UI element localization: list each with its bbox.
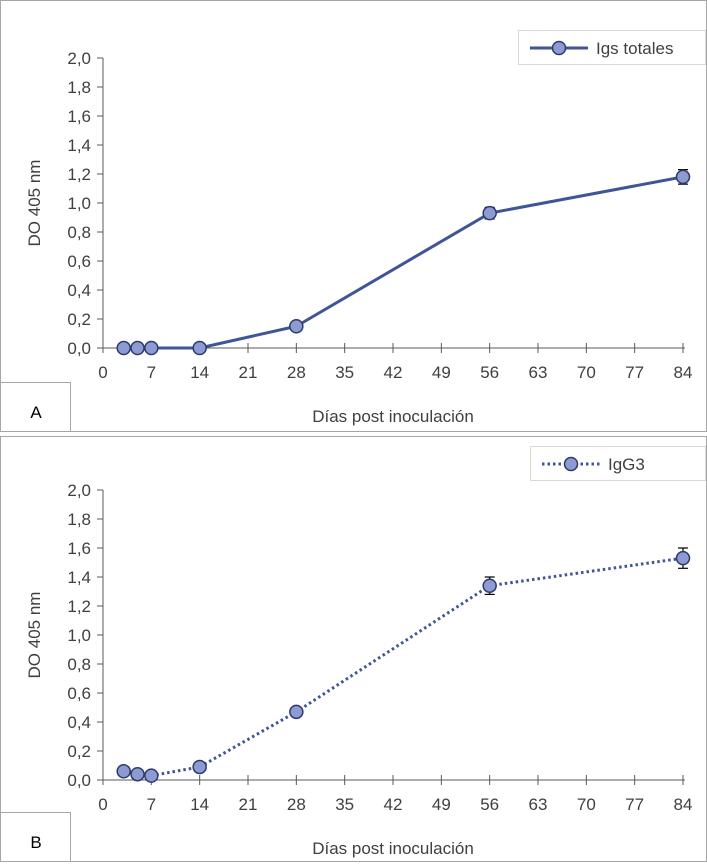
legend-label: Igs totales bbox=[596, 39, 674, 58]
panel-label: A bbox=[30, 403, 42, 422]
y-tick-label: 1,0 bbox=[67, 194, 91, 213]
panel-label: B bbox=[30, 833, 41, 852]
y-tick-label: 0,2 bbox=[67, 742, 91, 761]
data-point bbox=[289, 704, 304, 720]
chart-panel-b: 0,0 0,2 0,4 0,6 0,8 1,0 1,2 1,4 1,6 1,8 2,0 0 7 14 21 2… bbox=[0, 436, 707, 862]
x-tick-label: 0 bbox=[98, 795, 107, 814]
x-tick-label: 28 bbox=[287, 363, 306, 382]
x-tick-label: 42 bbox=[384, 795, 403, 814]
x-axis-title: Días post inoculación bbox=[312, 407, 474, 426]
data-point bbox=[675, 550, 691, 566]
y-tick-label: 0,6 bbox=[67, 684, 91, 703]
x-tick-label: 49 bbox=[432, 363, 451, 382]
x-tick-label: 77 bbox=[625, 795, 644, 814]
legend-marker-swatch bbox=[551, 40, 567, 56]
data-point bbox=[289, 319, 304, 334]
panel-label-box bbox=[0, 382, 71, 432]
y-tick-label: 1,6 bbox=[67, 107, 91, 126]
x-tick-label: 14 bbox=[190, 363, 209, 382]
y-tick-label: 1,2 bbox=[67, 597, 91, 616]
y-axis-title: DO 405 nm bbox=[25, 592, 44, 679]
x-tick-label: 7 bbox=[147, 795, 156, 814]
data-point bbox=[192, 340, 207, 356]
x-tick-label: 14 bbox=[190, 795, 209, 814]
x-tick-label: 21 bbox=[239, 363, 258, 382]
series-line-0 bbox=[123, 175, 684, 350]
y-tick-label: 1,0 bbox=[67, 626, 91, 645]
y-tick-label: 2,0 bbox=[67, 481, 91, 500]
x-tick-label: 84 bbox=[674, 363, 693, 382]
x-tick-label: 28 bbox=[287, 795, 306, 814]
x-tick-label: 70 bbox=[577, 795, 596, 814]
x-axis-title: Días post inoculación bbox=[312, 839, 474, 858]
y-axis-title: DO 405 nm bbox=[25, 160, 44, 247]
x-tick-label: 63 bbox=[529, 795, 548, 814]
data-point bbox=[482, 578, 497, 593]
x-tick-label: 42 bbox=[384, 363, 403, 382]
y-tick-label: 0,2 bbox=[67, 310, 91, 329]
x-tick-label: 49 bbox=[432, 795, 451, 814]
y-tick-label: 2,0 bbox=[67, 49, 91, 68]
x-tick-label: 35 bbox=[335, 795, 354, 814]
x-tick-label: 7 bbox=[147, 363, 156, 382]
x-tick-label: 56 bbox=[480, 795, 499, 814]
y-tick-label: 1,4 bbox=[67, 136, 91, 155]
x-tick-label: 84 bbox=[674, 795, 693, 814]
series-line-0 bbox=[123, 556, 684, 778]
y-tick-label: 1,2 bbox=[67, 165, 91, 184]
legend-marker-swatch bbox=[563, 456, 579, 472]
y-tick-label: 0,8 bbox=[67, 223, 91, 242]
x-tick-label: 0 bbox=[98, 363, 107, 382]
data-point bbox=[130, 340, 145, 356]
y-tick-label: 1,8 bbox=[67, 78, 91, 97]
y-tick-label: 0,0 bbox=[67, 771, 91, 790]
data-point bbox=[144, 768, 159, 783]
data-point bbox=[192, 759, 207, 775]
x-tick-label: 63 bbox=[529, 363, 548, 382]
y-tick-label: 1,8 bbox=[67, 510, 91, 529]
chart-a-svg: 0,0 0,2 0,4 0,6 0,8 1,0 1,2 1,4 1,6 1,8 2,0 0 7 14 21 2… bbox=[0, 0, 707, 432]
y-tick-label: 0,4 bbox=[67, 281, 91, 300]
chart-b-svg: 0,0 0,2 0,4 0,6 0,8 1,0 1,2 1,4 1,6 1,8 2,0 0 7 14 21 2… bbox=[0, 436, 707, 862]
data-point bbox=[130, 766, 145, 782]
x-tick-label: 77 bbox=[625, 363, 644, 382]
data-point bbox=[675, 169, 691, 185]
y-tick-label: 0,0 bbox=[67, 339, 91, 358]
y-tick-label: 0,4 bbox=[67, 713, 91, 732]
y-tick-label: 0,6 bbox=[67, 252, 91, 271]
data-point bbox=[116, 340, 131, 356]
x-tick-label: 56 bbox=[480, 363, 499, 382]
y-tick-label: 1,6 bbox=[67, 539, 91, 558]
data-point bbox=[482, 205, 497, 221]
x-tick-label: 21 bbox=[239, 795, 258, 814]
legend-label: IgG3 bbox=[608, 455, 645, 474]
panel-label-box bbox=[0, 812, 71, 862]
x-tick-label: 70 bbox=[577, 363, 596, 382]
x-tick-label: 35 bbox=[335, 363, 354, 382]
y-tick-label: 1,4 bbox=[67, 568, 91, 587]
data-point bbox=[116, 764, 131, 779]
chart-panel-a: 0,0 0,2 0,4 0,6 0,8 1,0 1,2 1,4 1,6 1,8 2,0 0 7 14 21 2… bbox=[0, 0, 707, 432]
y-tick-label: 0,8 bbox=[67, 655, 91, 674]
data-point bbox=[144, 340, 159, 356]
